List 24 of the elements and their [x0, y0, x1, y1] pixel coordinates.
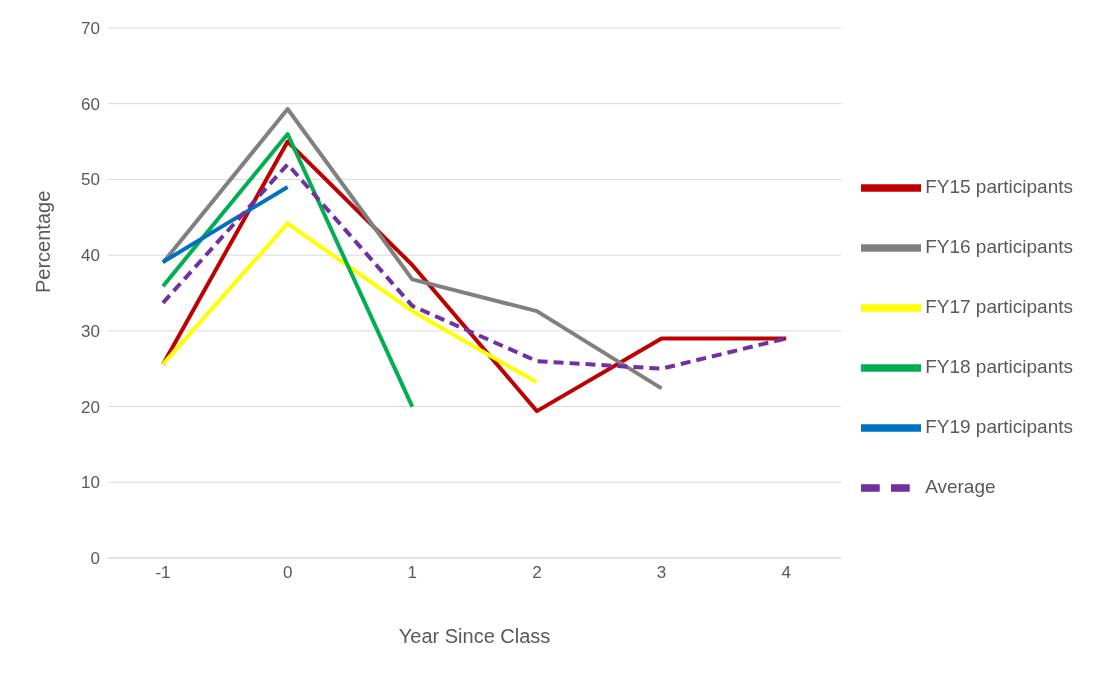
x-tick-label: 4	[781, 563, 791, 583]
y-axis-title: Percentage	[32, 190, 55, 293]
legend-label: FY15 participants	[925, 176, 1073, 198]
legend-label: Average	[925, 476, 996, 498]
legend-label: FY19 participants	[925, 416, 1073, 438]
legend-label: FY16 participants	[925, 236, 1073, 258]
y-tick-label: 60	[81, 94, 100, 114]
legend-label: FY18 participants	[925, 356, 1073, 378]
y-tick-label: 40	[81, 246, 100, 266]
y-tick-label: 20	[81, 397, 100, 417]
x-tick-label: 1	[407, 563, 417, 583]
x-tick-label: 2	[532, 563, 542, 583]
line-series	[161, 221, 539, 385]
x-tick-label: 3	[656, 563, 667, 583]
line-series	[161, 107, 664, 391]
y-tick-label: 50	[81, 170, 100, 190]
y-tick-label: 70	[81, 19, 100, 39]
x-tick-label: 0	[282, 563, 293, 583]
x-axis-title: Year Since Class	[398, 625, 551, 647]
y-tick-label: 10	[81, 473, 100, 493]
y-tick-label: 0	[90, 549, 100, 569]
y-tick-label: 30	[81, 321, 100, 341]
x-tick-label: -1	[155, 563, 171, 583]
legend-label: FY17 participants	[925, 296, 1073, 318]
